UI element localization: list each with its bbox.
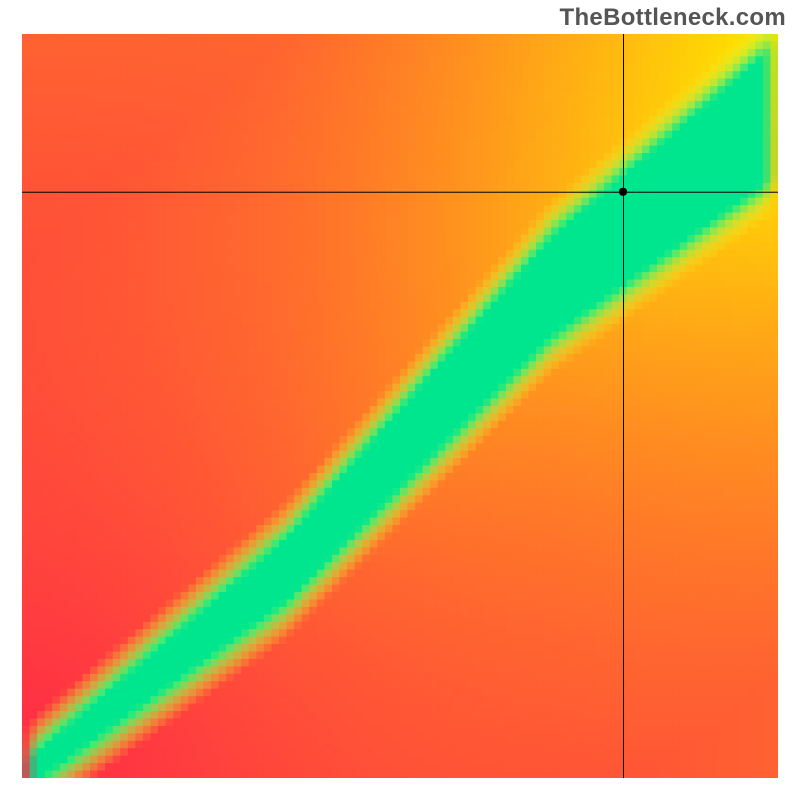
chart-container: TheBottleneck.com	[0, 0, 800, 800]
heatmap-canvas	[22, 34, 778, 778]
watermark-text: TheBottleneck.com	[560, 4, 786, 32]
plot-area	[22, 34, 778, 778]
